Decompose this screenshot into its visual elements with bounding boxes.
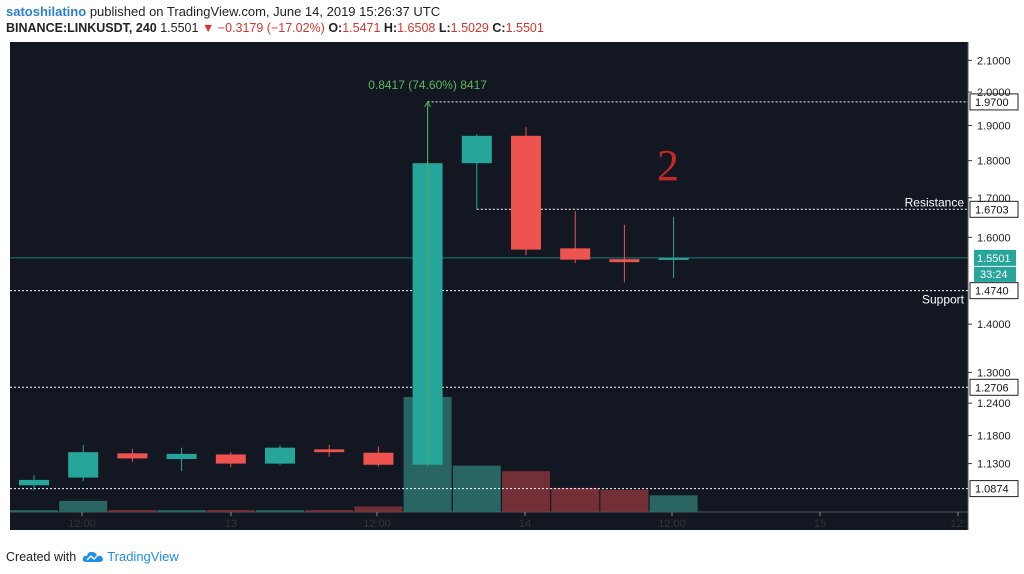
candle-body [609, 259, 640, 263]
y-tick-label: 1.1300 [977, 459, 1011, 471]
candle-body [658, 257, 689, 260]
level-text: Resistance [905, 195, 965, 209]
created-with-text: Created with [6, 549, 77, 564]
level-price-box [969, 480, 1019, 498]
candle-body [265, 447, 295, 464]
level-price-box [969, 200, 1019, 218]
plot-background [10, 42, 968, 530]
candle-body [511, 135, 541, 250]
tradingview-brand: TradingView [107, 549, 179, 564]
high-value: 1.6508 [397, 21, 436, 35]
interval: 240 [135, 21, 157, 35]
measure-label: 0.8417 (74.60%) 8417 [368, 78, 487, 92]
symbol-name: BINANCE:LINKUSDT [6, 21, 129, 35]
level-price-box [969, 282, 1019, 300]
down-arrow-icon: ▼ [201, 21, 215, 35]
candle-body [19, 479, 49, 486]
level-text: Support [922, 293, 965, 307]
level-price-box [969, 93, 1019, 111]
tradingview-cloud-icon [82, 551, 104, 562]
volume-bar [108, 510, 157, 512]
volume-bar [502, 471, 550, 512]
open-label: O: [328, 21, 343, 35]
y-tick-label: 1.9000 [977, 120, 1011, 132]
volume-bar [649, 495, 698, 512]
x-tick-label: 12: [950, 518, 965, 530]
volume-bar [256, 510, 304, 512]
level-price-box [969, 378, 1019, 396]
x-tick-label: 15 [814, 518, 826, 530]
high-label: H: [383, 21, 398, 35]
volume-bar [452, 465, 501, 512]
candle-body [68, 452, 99, 478]
x-tick-label: 12:00 [68, 518, 96, 530]
level-price-label: 1.2706 [975, 382, 1009, 394]
last-price: 1.5501 [160, 21, 199, 35]
publish-text: published on TradingView.com, June 14, 2… [89, 4, 441, 19]
symbol-info: BINANCE:LINKUSDT, 240 1.5501 ▼ −0.3179 (… [6, 21, 544, 35]
chart-area[interactable]: 1.9700 1.6703 Resistance 1.4740 Support 1.270… [0, 42, 1024, 542]
x-tick-label: 14 [519, 518, 531, 530]
volume-bar [354, 506, 403, 512]
candle-body [560, 248, 591, 260]
publish-info: satoshilatino published on TradingView.c… [6, 4, 440, 19]
level-price-label: 1.0874 [975, 484, 1009, 496]
price-chart[interactable]: 1.9700 1.6703 Resistance 1.4740 Support 1.270… [0, 42, 1024, 542]
y-tick-label: 2.1000 [977, 55, 1011, 67]
countdown-box [974, 266, 1016, 282]
measure-arrow-icon [424, 100, 432, 108]
low-value: 1.5029 [450, 21, 489, 35]
y-tick-label: 1.4000 [977, 319, 1011, 331]
close-value: 1.5501 [505, 21, 544, 35]
tradingview-logo[interactable]: TradingView [82, 549, 179, 564]
y-tick-label: 1.1800 [977, 430, 1011, 442]
open-value: 1.5471 [342, 21, 381, 35]
candle-body [461, 135, 492, 164]
y-tick-label: 1.2400 [977, 398, 1011, 410]
x-tick-label: 12:00 [363, 518, 391, 530]
author-link[interactable]: satoshilatino [6, 4, 87, 19]
volume-bar [157, 510, 206, 512]
y-tick-label: 1.7000 [977, 193, 1011, 205]
volume-bar [551, 487, 600, 512]
footer: Created with TradingView [6, 549, 179, 564]
candle-body [117, 453, 148, 459]
price-change: −0.3179 (−17.02%) [217, 21, 325, 35]
candle-body [215, 454, 246, 464]
candle-body [314, 449, 345, 453]
close-label: C: [492, 21, 506, 35]
level-price-label: 1.6703 [975, 204, 1009, 216]
candle-body [363, 452, 394, 465]
volume-bar [305, 510, 354, 512]
last-price-box [974, 249, 1016, 266]
volume-bar [10, 510, 58, 512]
volume-bar [600, 489, 649, 512]
y-tick-label: 1.8000 [977, 156, 1011, 168]
y-tick-label: 1.6000 [977, 232, 1011, 244]
annotation-number: 2 [657, 141, 679, 190]
low-label: L: [438, 21, 451, 35]
candle-body [166, 453, 197, 460]
y-tick-label: 2.0000 [977, 87, 1011, 99]
volume-bar [59, 500, 108, 512]
level-price-label: 1.9700 [975, 97, 1009, 109]
last-price-label: 1.5501 [977, 253, 1011, 265]
x-tick-label: 13 [225, 518, 237, 530]
y-tick-label: 1.3000 [977, 367, 1011, 379]
volume-bar [206, 510, 255, 512]
x-tick-label: 12:00 [658, 518, 686, 530]
level-price-label: 1.4740 [975, 286, 1009, 298]
countdown-label: 33:24 [980, 269, 1008, 281]
